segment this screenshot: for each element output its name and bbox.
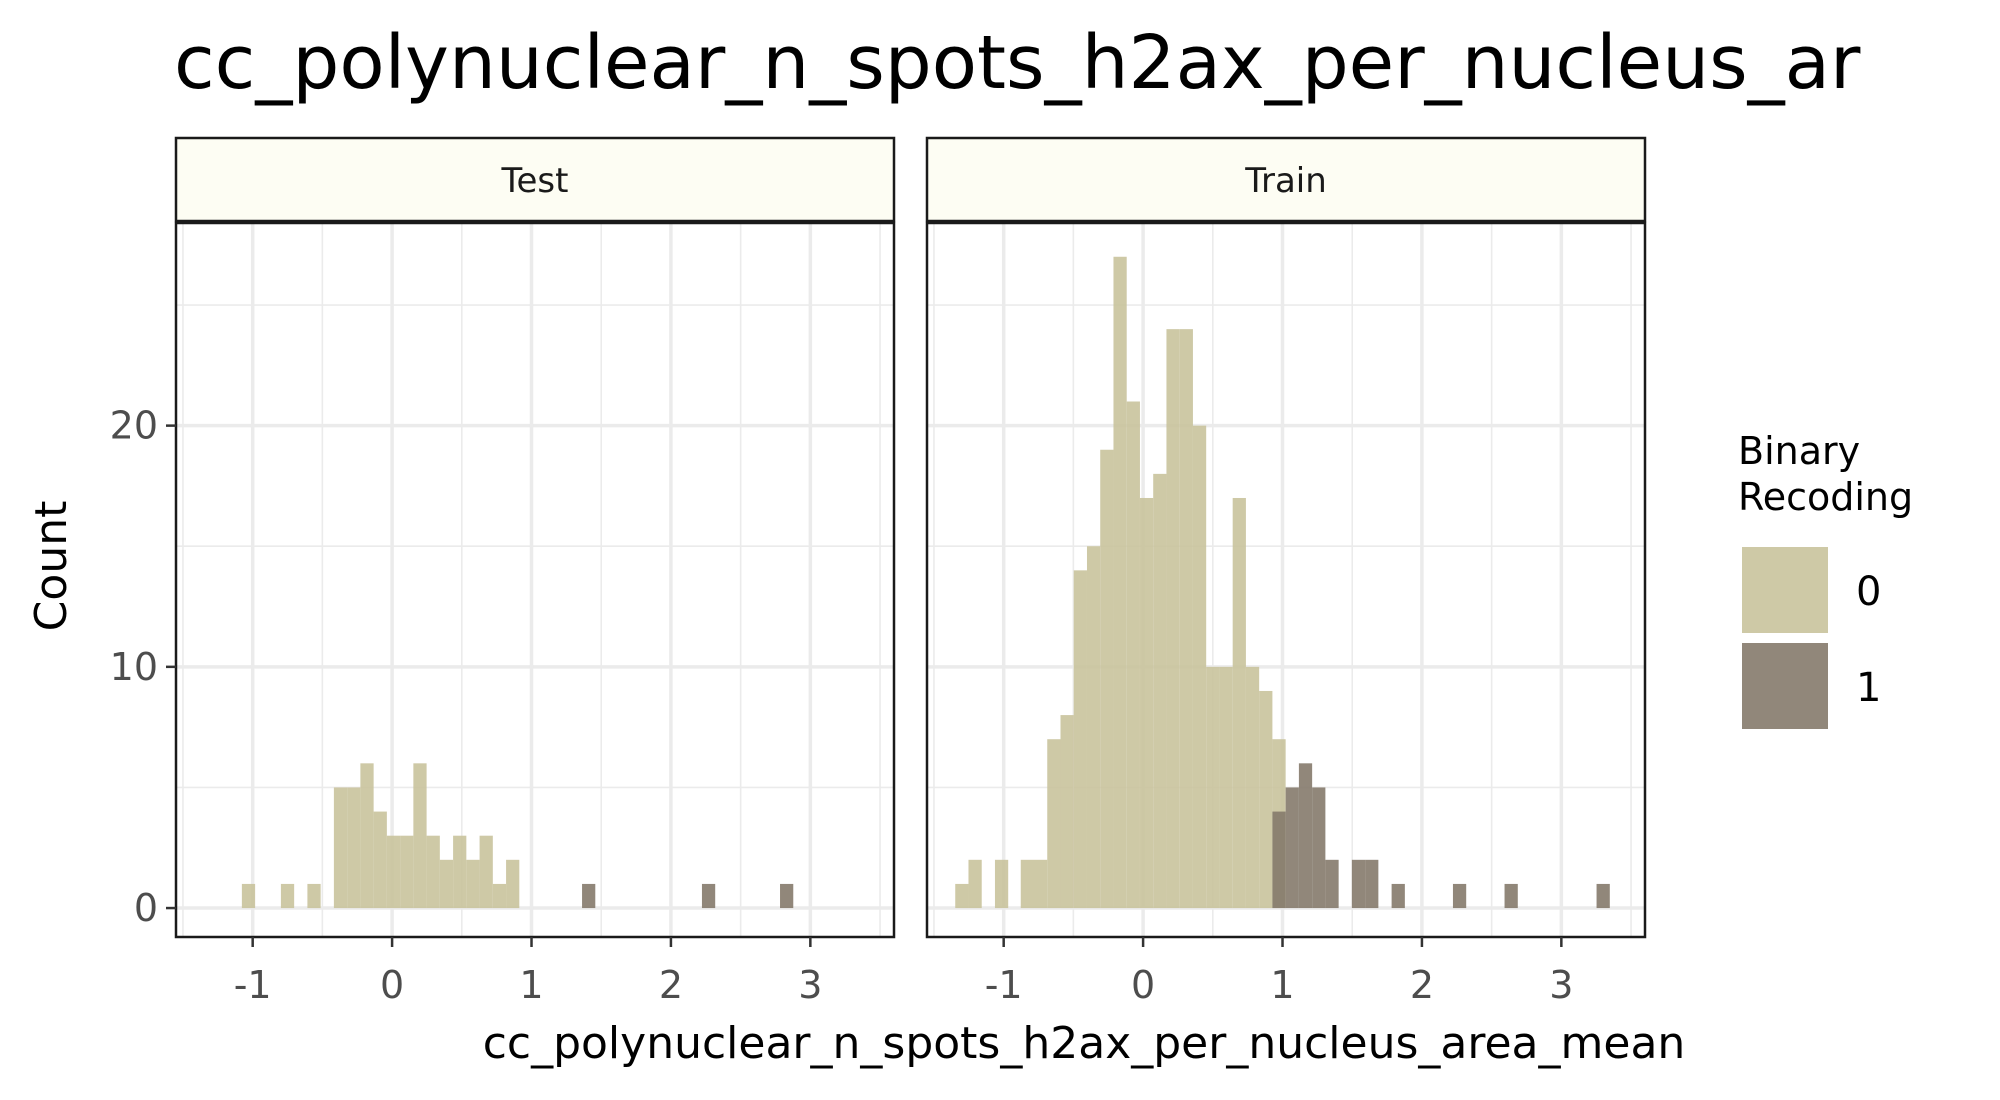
x-tick-label: 0 [1131,963,1155,1007]
chart-title: cc_polynuclear_n_spots_h2ax_per_nucleus_… [174,20,1861,106]
histogram-bar [333,787,348,909]
histogram-bar [994,859,1009,909]
histogram-bar [426,835,440,909]
histogram-bar [492,883,507,909]
panel-train: Train -1 0 1 2 3 [925,136,1647,1007]
panel-border [174,221,896,939]
histogram-bar [1060,715,1074,909]
histogram-bar [453,835,467,909]
panel-test: Test -1 0 1 2 3 0 10 20 [110,136,896,1007]
x-tick-label: 1 [519,963,543,1007]
facet-strip-label: Test [501,161,569,201]
legend: Binary Recoding 0 1 [1738,429,1913,731]
histogram-bar [1139,497,1154,909]
y-tick-label: 0 [134,886,158,930]
histogram-bar [968,859,982,909]
histogram-bar [347,787,361,909]
histogram-bar [1245,666,1260,909]
histogram-bar [1086,546,1101,909]
histogram-bar [1325,859,1339,909]
histogram-bar [280,883,295,909]
x-tick-label: 1 [1270,963,1294,1007]
x-tick-label: 3 [798,963,822,1007]
legend-title-line-1: Binary [1738,429,1860,473]
y-tick-label: 10 [110,645,158,689]
x-tick-label: -1 [985,963,1023,1007]
facet-strip [174,136,896,223]
facet-strip-label: Train [1244,161,1327,201]
histogram-bar [1285,787,1299,909]
histogram-bar [373,811,387,909]
histogram-bar [1504,883,1518,909]
histogram-bar [506,859,520,909]
histogram-bar [582,883,596,909]
histogram-bar [1219,666,1233,909]
histogram-bar [1298,763,1313,909]
y-tick-label: 20 [110,404,158,448]
plot-background [176,223,894,937]
histogram-bar [1034,859,1048,909]
histogram-bar [1312,787,1326,909]
legend-key-0 [1742,547,1828,633]
histogram-bar [1206,666,1220,909]
panel-border [925,221,1647,939]
histogram-bar [1596,883,1610,909]
histogram-bar [1166,329,1180,909]
histogram-bar [466,859,480,909]
x-tick-label: 2 [1410,963,1434,1007]
histogram-bar [386,835,401,909]
histogram-bar [1047,739,1061,909]
panels: Test -1 0 1 2 3 0 10 20 Train -1 0 1 2 3 [110,136,1647,1007]
x-tick-label: 3 [1549,963,1573,1007]
x-axis-title: cc_polynuclear_n_spots_h2ax_per_nucleus_… [483,1018,1686,1069]
histogram-bar [1365,859,1379,909]
histogram-bar [1452,883,1467,909]
x-tick-label: 0 [380,963,404,1007]
legend-label-0: 0 [1856,569,1881,615]
x-tick-label: 2 [659,963,683,1007]
histogram-bar [360,763,374,909]
histogram-bar [1126,401,1140,909]
histogram-bar [1232,497,1246,909]
histogram-bar [307,883,321,909]
histogram-bar [1073,570,1087,909]
histogram-bar [1259,690,1273,909]
histogram-bar [701,883,716,909]
facet-strip [925,136,1647,223]
histogram-bar [1113,256,1127,909]
histogram-bar [1100,449,1114,909]
y-axis-title: Count [26,501,77,632]
histogram-bar [413,763,427,909]
histogram-bar [1192,425,1207,909]
x-tick-label: -1 [234,963,272,1007]
histogram-bar [479,835,493,909]
histogram-bar [1391,883,1405,909]
histogram-bar [1153,473,1167,909]
histogram-bar [1179,329,1193,909]
legend-title-line-2: Recoding [1738,475,1913,519]
histogram-bar [955,883,969,909]
histogram-bar [439,859,454,909]
histogram-bar [400,835,414,909]
histogram-bar [780,883,794,909]
legend-key-1 [1742,643,1828,729]
histogram-bar [1272,811,1286,909]
legend-label-1: 1 [1856,665,1881,711]
histogram-bar [1020,859,1035,909]
histogram-bar [1351,859,1366,909]
histogram-bar [241,883,256,909]
